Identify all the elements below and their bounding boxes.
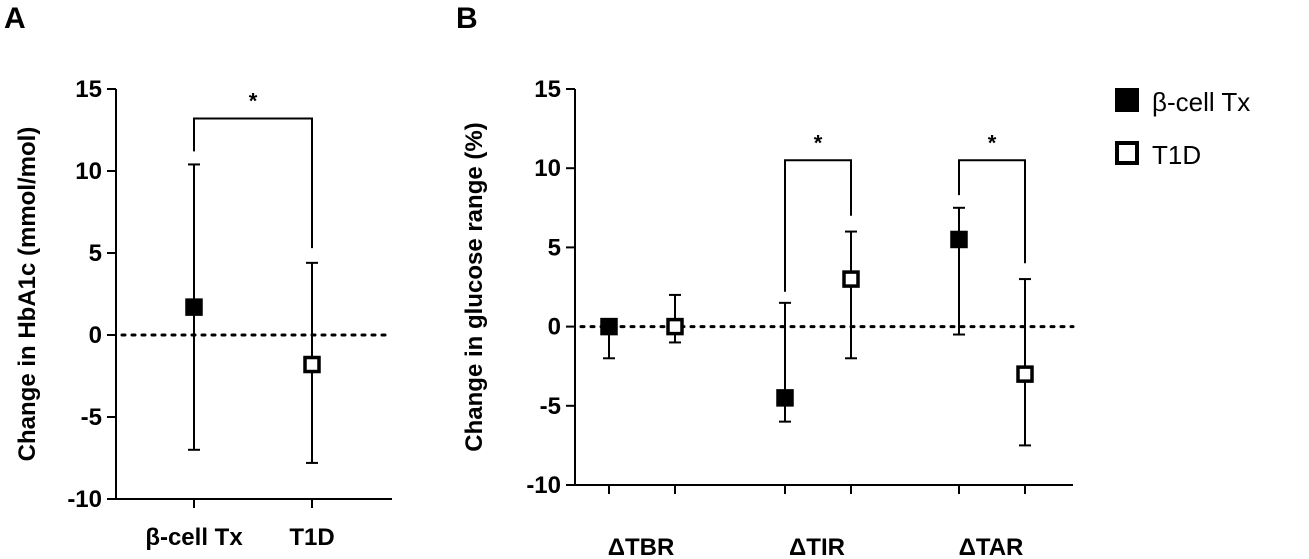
legend-label-beta-cell: β-cell Tx: [1152, 87, 1250, 117]
y-tick-label: -10: [67, 486, 102, 513]
y-tick-label: 10: [534, 155, 561, 182]
y-axis-title: Change in glucose range (%): [461, 122, 488, 451]
y-axis-title: Change in HbA1c (mmol/mol): [14, 127, 41, 462]
legend-marker-t1d: [1115, 141, 1139, 165]
significance-star: *: [814, 130, 823, 155]
legend-label-t1d: T1D: [1152, 140, 1201, 170]
data-point: [950, 230, 968, 249]
data-point: [842, 270, 860, 288]
panel-a-chart: 15 10 5 0 -5 -10 β-cell Tx T1D Change in HbA1c (…: [14, 76, 394, 551]
y-tick-label: 0: [548, 314, 561, 341]
y-tick-label: -5: [540, 393, 561, 420]
panel-b-letter: B: [456, 2, 478, 35]
significance-star: *: [249, 89, 258, 114]
legend: β-cell Tx T1D: [1115, 87, 1250, 170]
x-category-label: T1D: [289, 524, 334, 551]
y-tick-label: 0: [89, 322, 102, 349]
panel-a-letter: A: [4, 2, 26, 35]
significance-bracket: [193, 117, 313, 249]
data-point: [600, 317, 618, 336]
y-tick-label: 15: [534, 76, 561, 103]
x-category-label: β-cell Tx: [145, 524, 243, 551]
x-category-label: ΔTAR: [959, 534, 1024, 559]
y-tick-label: 10: [75, 158, 102, 185]
data-point: [1016, 365, 1034, 383]
data-point: [185, 298, 203, 316]
data-point: [303, 355, 321, 374]
x-category-label: ΔTBR: [608, 534, 675, 559]
x-category-label: ΔTIR: [789, 534, 845, 559]
significance-bracket: [958, 159, 1026, 264]
legend-marker-beta-cell: [1115, 88, 1139, 112]
y-tick-label: 15: [75, 76, 102, 103]
significance-star: *: [988, 130, 997, 155]
y-tick-label: -5: [81, 404, 102, 431]
y-tick-label: -10: [526, 472, 561, 499]
y-tick-label: 5: [89, 240, 102, 267]
data-point: [776, 389, 794, 407]
y-tick-label: 5: [548, 234, 561, 261]
data-point: [666, 317, 684, 336]
significance-bracket: [784, 159, 852, 292]
panel-b-chart: 15 10 5 0 -5 -10 ΔTBR ΔTIR ΔTAR Change in glucose…: [461, 76, 1075, 559]
